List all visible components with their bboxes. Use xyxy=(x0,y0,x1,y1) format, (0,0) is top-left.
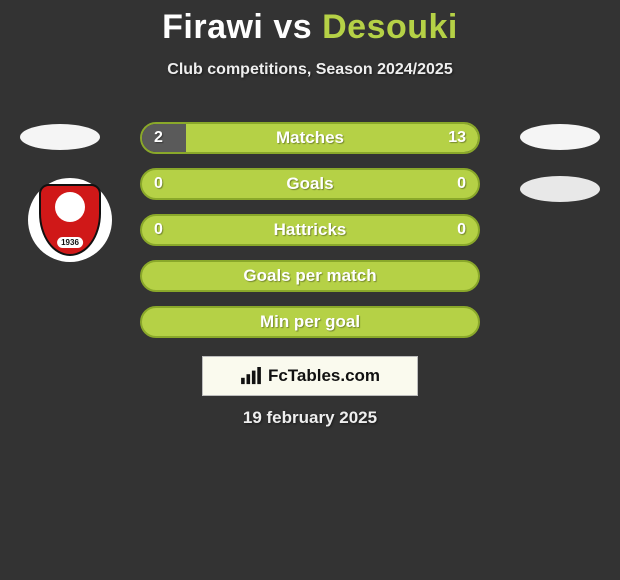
stat-bar: 00Hattricks xyxy=(140,214,480,246)
team-badge-right-placeholder-2 xyxy=(520,176,600,202)
stat-label: Min per goal xyxy=(142,308,478,336)
stat-bar: 00Goals xyxy=(140,168,480,200)
title-player1: Firawi xyxy=(162,8,263,46)
stat-bar: 213Matches xyxy=(140,122,480,154)
club-crest-shield: 1936 xyxy=(39,184,101,256)
stat-bar: Goals per match xyxy=(140,260,480,292)
crest-emblem-icon xyxy=(55,192,85,222)
stat-bar: Min per goal xyxy=(140,306,480,338)
stat-label: Hattricks xyxy=(142,216,478,244)
snapshot-date: 19 february 2025 xyxy=(0,408,620,428)
site-attribution: FcTables.com xyxy=(202,356,418,396)
subtitle: Club competitions, Season 2024/2025 xyxy=(0,61,620,79)
stat-label: Goals per match xyxy=(142,262,478,290)
page-title: Firawi vs Desouki xyxy=(0,0,620,47)
team-badge-left-placeholder xyxy=(20,124,100,150)
stat-label: Goals xyxy=(142,170,478,198)
stats-bar-list: 213Matches 00Goals 00Hattricks Goals per ma… xyxy=(140,122,480,352)
club-crest-left: 1936 xyxy=(28,178,112,262)
bar-chart-icon xyxy=(240,367,262,385)
title-player2: Desouki xyxy=(322,8,458,46)
team-badge-right-placeholder xyxy=(520,124,600,150)
crest-year: 1936 xyxy=(57,237,83,248)
site-name: FcTables.com xyxy=(268,366,380,386)
title-vs: vs xyxy=(273,8,312,46)
stat-label: Matches xyxy=(142,124,478,152)
